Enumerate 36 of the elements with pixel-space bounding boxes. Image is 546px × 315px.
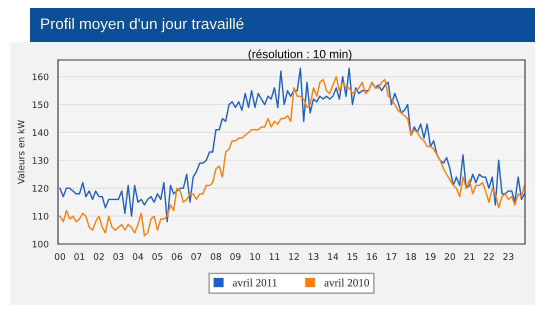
x-tick-label: 00: [54, 253, 66, 260]
legend-label: avril 2011: [232, 278, 277, 286]
x-tick-label: 21: [464, 253, 474, 260]
x-tick-label: 11: [270, 253, 280, 260]
x-tick-label: 18: [406, 253, 416, 260]
y-tick-label: 150: [32, 101, 48, 108]
x-tick-label: 04: [132, 253, 144, 260]
legend-label: avril 2010: [324, 278, 370, 286]
x-tick-label: 12: [289, 253, 299, 260]
x-tick-label: 02: [94, 253, 104, 260]
chart-subtitle: (résolution : 10 min): [248, 49, 352, 61]
x-tick-label: 16: [367, 253, 378, 260]
x-tick-label: 03: [113, 253, 124, 260]
x-tick-label: 07: [191, 253, 202, 260]
x-tick-label: 22: [484, 253, 494, 260]
x-tick-label: 05: [152, 253, 162, 260]
y-tick-label: 100: [32, 240, 48, 248]
x-tick-label: 06: [172, 253, 182, 260]
y-axis-title: Valeurs en kW: [17, 120, 24, 184]
y-tick-label: 160: [32, 73, 48, 80]
x-tick-label: 23: [503, 253, 514, 260]
x-tick-label: 09: [230, 253, 241, 260]
y-tick-label: 110: [32, 212, 48, 220]
y-tick-label: 130: [32, 157, 48, 164]
x-tick-label: 15: [348, 253, 358, 260]
y-tick-label: 120: [32, 184, 48, 192]
x-tick-label: 10: [250, 253, 260, 260]
x-tick-label: 14: [328, 253, 338, 260]
chart-title: Profil moyen d'un jour travaillé: [41, 18, 244, 32]
x-tick-label: 19: [426, 253, 436, 260]
x-tick-label: 13: [308, 253, 318, 260]
x-tick-label: 20: [444, 253, 456, 260]
x-tick-label: 17: [386, 253, 396, 260]
x-tick-label: 01: [74, 253, 84, 260]
x-tick-label: 08: [210, 253, 222, 260]
y-tick-label: 140: [32, 129, 48, 136]
